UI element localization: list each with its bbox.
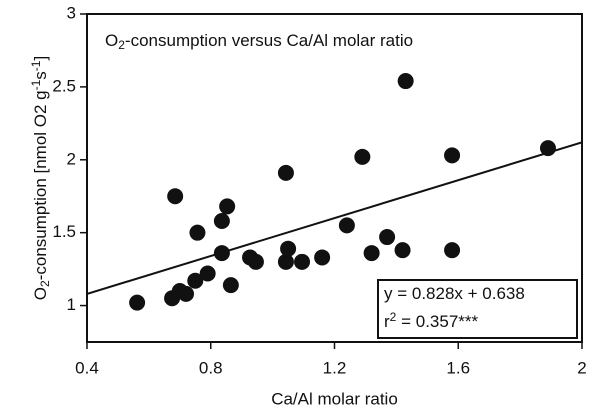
y-tick-label: 2 xyxy=(67,149,76,168)
text-part: 2 xyxy=(38,280,52,287)
point xyxy=(338,217,355,234)
y-tick-label: 3 xyxy=(67,3,76,22)
point xyxy=(213,213,230,230)
text-part: s xyxy=(31,71,50,80)
x-axis-label: Ca/Al molar ratio xyxy=(271,389,398,408)
point xyxy=(189,224,206,241)
text-part: -1 xyxy=(29,60,43,71)
point xyxy=(277,164,294,181)
point xyxy=(379,229,396,246)
y-tick-label: 1 xyxy=(67,295,76,314)
y-tick-label: 1.5 xyxy=(52,222,76,241)
text-part: O xyxy=(31,287,50,300)
x-tick-label: 1.2 xyxy=(323,358,347,377)
annotation: r2 = 0.357*** xyxy=(384,310,479,331)
text-part: 2 xyxy=(118,38,125,52)
point xyxy=(394,242,411,259)
text-part: 2 xyxy=(390,310,397,324)
text-part: ] xyxy=(31,56,50,61)
point xyxy=(213,245,230,262)
text-part: = 0.357*** xyxy=(396,312,478,331)
point xyxy=(444,242,461,259)
point xyxy=(199,265,216,282)
chart-title: O2-consumption versus Ca/Al molar ratio xyxy=(105,31,413,51)
point xyxy=(247,253,264,270)
point xyxy=(277,253,294,270)
text-part: O xyxy=(105,31,118,50)
trend-line xyxy=(87,141,582,295)
point xyxy=(222,277,239,294)
point xyxy=(219,198,236,215)
y-axis-label: O2-consumption [nmol O2 g-1s-1] xyxy=(29,56,51,300)
point xyxy=(129,294,146,311)
point xyxy=(444,147,461,164)
point xyxy=(294,253,311,270)
point xyxy=(314,249,331,266)
text-part: r xyxy=(384,312,390,331)
annotation: y = 0.828x + 0.638 xyxy=(384,284,525,303)
point xyxy=(397,73,414,90)
text-part: y = 0.828x + 0.638 xyxy=(384,284,525,303)
point xyxy=(167,188,184,205)
point xyxy=(280,240,297,257)
point xyxy=(363,245,380,262)
text-part: -1 xyxy=(29,79,43,90)
point xyxy=(187,272,204,289)
point xyxy=(354,148,371,165)
x-tick-label: 2 xyxy=(577,358,586,377)
x-tick-label: 1.6 xyxy=(446,358,470,377)
point xyxy=(178,285,194,302)
x-tick-label: 0.8 xyxy=(199,358,223,377)
point xyxy=(539,140,556,157)
y-tick-label: 2.5 xyxy=(52,76,76,95)
text-part: -consumption [nmol O2 g xyxy=(31,90,50,280)
text-part: -consumption versus Ca/Al molar ratio xyxy=(125,31,413,50)
x-tick-label: 0.4 xyxy=(75,358,99,377)
annotation-box xyxy=(377,279,578,339)
